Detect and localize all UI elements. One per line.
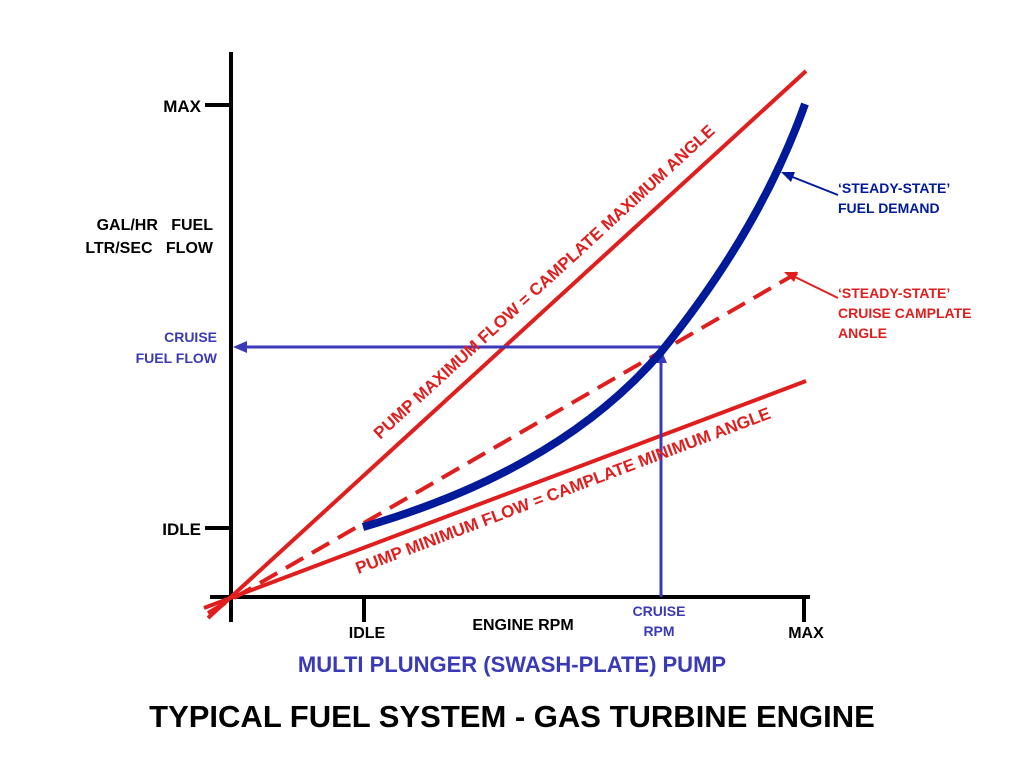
cruise-rpm-label-line1: CRUISE [633, 603, 686, 619]
camplate-annotation-arrowhead [784, 272, 798, 282]
cruise-fuel-flow-label-line1: CRUISE [164, 329, 217, 345]
y-axis-label-line1: GAL/HR FUEL [97, 217, 214, 234]
y-tick-idle-label: IDLE [162, 520, 201, 539]
demand-annotation-arrow [789, 175, 839, 196]
x-axis-label: ENGINE RPM [472, 617, 573, 634]
diagram-title: TYPICAL FUEL SYSTEM - GAS TURBINE ENGINE [149, 699, 875, 734]
y-axis-label-line2: LTR/SEC FLOW [85, 240, 214, 257]
camplate-annotation-line1: ‘STEADY-STATE’ [838, 285, 950, 301]
cruise-rpm-label-line2: RPM [643, 623, 674, 639]
camplate-annotation-arrow [792, 275, 839, 299]
pump-max-flow-line [206, 69, 808, 620]
x-tick-idle-label: IDLE [349, 625, 386, 642]
max-flow-line-label: PUMP MAXIMUM FLOW = CAMPLATE MAXIMUM ANG… [370, 121, 719, 443]
camplate-annotation-line2: CRUISE CAMPLATE [838, 305, 972, 321]
x-tick-max-label: MAX [788, 625, 824, 642]
fuel-demand-curve [361, 102, 809, 531]
demand-annotation-arrowhead [781, 172, 795, 182]
cruise-fuel-flow-arrowhead [233, 341, 247, 353]
camplate-annotation-line3: ANGLE [838, 325, 887, 341]
fuel-demand-annotation-line2: FUEL DEMAND [838, 200, 940, 216]
cruise-fuel-flow-label-line2: FUEL FLOW [136, 350, 218, 366]
cruise-camplate-angle-line [207, 267, 805, 615]
pump-min-flow-line [203, 379, 807, 610]
diagram-subtitle: MULTI PLUNGER (SWASH-PLATE) PUMP [297, 652, 727, 677]
y-tick-max-label: MAX [163, 97, 201, 116]
fuel-demand-annotation-line1: ‘STEADY-STATE’ [838, 180, 950, 196]
